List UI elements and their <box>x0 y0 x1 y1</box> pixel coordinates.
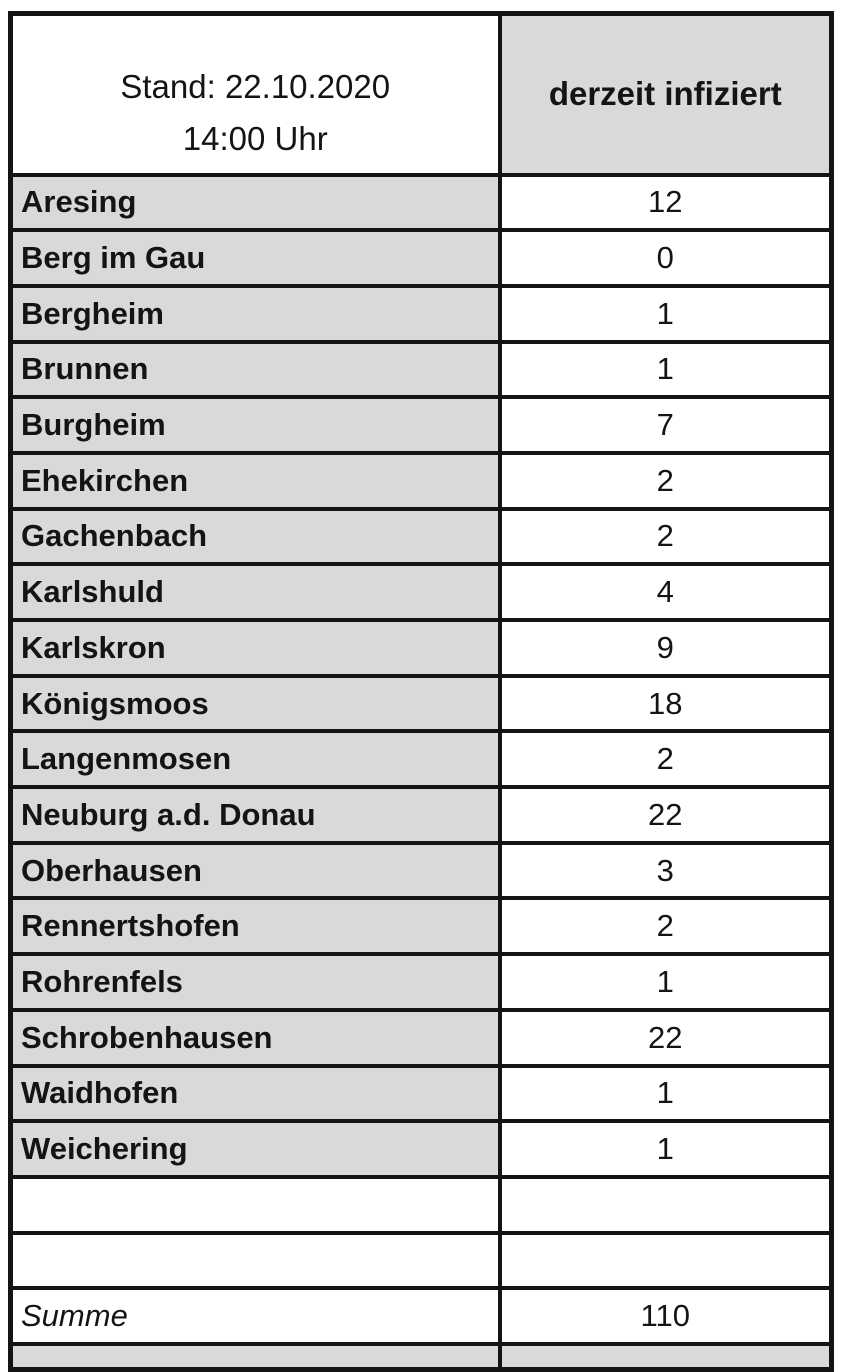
municipality-cell: Brunnen <box>8 339 502 400</box>
municipality-cell: Schrobenhausen <box>8 1007 502 1068</box>
table-row: Rennertshofen 2 <box>8 896 834 957</box>
header-row: Stand: 22.10.2020 14:00 Uhr derzeit infi… <box>8 11 834 177</box>
stand-date-line: Stand: 22.10.2020 <box>120 67 391 105</box>
value-cell: 1 <box>497 1119 834 1179</box>
municipality-cell: Rohrenfels <box>8 952 502 1012</box>
municipality-cell: Gachenbach <box>8 506 502 567</box>
table-row: Aresing 12 <box>8 172 834 233</box>
table-row: Rohrenfels 1 <box>8 952 834 1012</box>
municipality-cell: Rennertshofen <box>8 896 502 957</box>
municipality-cell: Aresing <box>8 172 502 233</box>
table-row: Ehekirchen 2 <box>8 450 834 511</box>
value-cell: 2 <box>497 450 834 511</box>
partial-label-cell <box>8 1341 502 1372</box>
table-row: Königsmoos 18 <box>8 673 834 734</box>
infection-table: Stand: 22.10.2020 14:00 Uhr derzeit infi… <box>8 11 834 1372</box>
value-cell: 22 <box>497 1007 834 1068</box>
municipality-cell: Karlshuld <box>8 562 502 622</box>
table-row: Karlskron 9 <box>8 618 834 678</box>
empty-value-cell <box>497 1174 834 1235</box>
empty-value-cell <box>497 1230 834 1291</box>
municipality-cell: Karlskron <box>8 618 502 678</box>
municipality-cell: Königsmoos <box>8 673 502 734</box>
value-cell: 22 <box>497 785 834 845</box>
table-row: Bergheim 1 <box>8 283 834 344</box>
value-cell: 12 <box>497 172 834 233</box>
stand-time-line: 14:00 Uhr <box>182 119 328 157</box>
value-cell: 1 <box>497 339 834 400</box>
table-row: Neuburg a.d. Donau 22 <box>8 785 834 845</box>
cutoff-partial-row <box>8 1341 834 1372</box>
municipality-cell: Oberhausen <box>8 840 502 901</box>
municipality-rows: Aresing 12 Berg im Gau 0 Bergheim 1 Brun… <box>8 172 834 1179</box>
empty-row <box>8 1174 834 1235</box>
partial-value-cell <box>497 1341 834 1372</box>
table-row: Brunnen 1 <box>8 339 834 400</box>
table-row: Oberhausen 3 <box>8 840 834 901</box>
summary-row: Summe 110 <box>8 1286 834 1346</box>
value-cell: 18 <box>497 673 834 734</box>
table-row: Weichering 1 <box>8 1119 834 1179</box>
empty-label-cell <box>8 1230 502 1291</box>
table-row: Burgheim 7 <box>8 395 834 455</box>
empty-label-cell <box>8 1174 502 1235</box>
value-cell: 4 <box>497 562 834 622</box>
footer-rows: Summe 110 <box>8 1174 834 1372</box>
municipality-cell: Langenmosen <box>8 729 502 790</box>
municipality-cell: Burgheim <box>8 395 502 455</box>
value-cell: 7 <box>497 395 834 455</box>
table-row: Waidhofen 1 <box>8 1063 834 1124</box>
value-cell: 1 <box>497 283 834 344</box>
table-row: Berg im Gau 0 <box>8 228 834 288</box>
municipality-cell: Bergheim <box>8 283 502 344</box>
value-cell: 2 <box>497 896 834 957</box>
table-row: Karlshuld 4 <box>8 562 834 622</box>
value-cell: 0 <box>497 228 834 288</box>
municipality-cell: Neuburg a.d. Donau <box>8 785 502 845</box>
summary-value-cell: 110 <box>497 1286 834 1346</box>
value-cell: 2 <box>497 729 834 790</box>
value-cell: 1 <box>497 1063 834 1124</box>
municipality-cell: Berg im Gau <box>8 228 502 288</box>
table-row: Langenmosen 2 <box>8 729 834 790</box>
stand-header-cell: Stand: 22.10.2020 14:00 Uhr <box>8 11 502 177</box>
municipality-cell: Waidhofen <box>8 1063 502 1124</box>
municipality-cell: Weichering <box>8 1119 502 1179</box>
value-cell: 1 <box>497 952 834 1012</box>
table-row: Gachenbach 2 <box>8 506 834 567</box>
value-cell: 9 <box>497 618 834 678</box>
empty-row <box>8 1230 834 1291</box>
value-column-header: derzeit infiziert <box>497 11 834 177</box>
value-cell: 3 <box>497 840 834 901</box>
municipality-cell: Ehekirchen <box>8 450 502 511</box>
table-row: Schrobenhausen 22 <box>8 1007 834 1068</box>
value-cell: 2 <box>497 506 834 567</box>
summary-label-cell: Summe <box>8 1286 502 1346</box>
